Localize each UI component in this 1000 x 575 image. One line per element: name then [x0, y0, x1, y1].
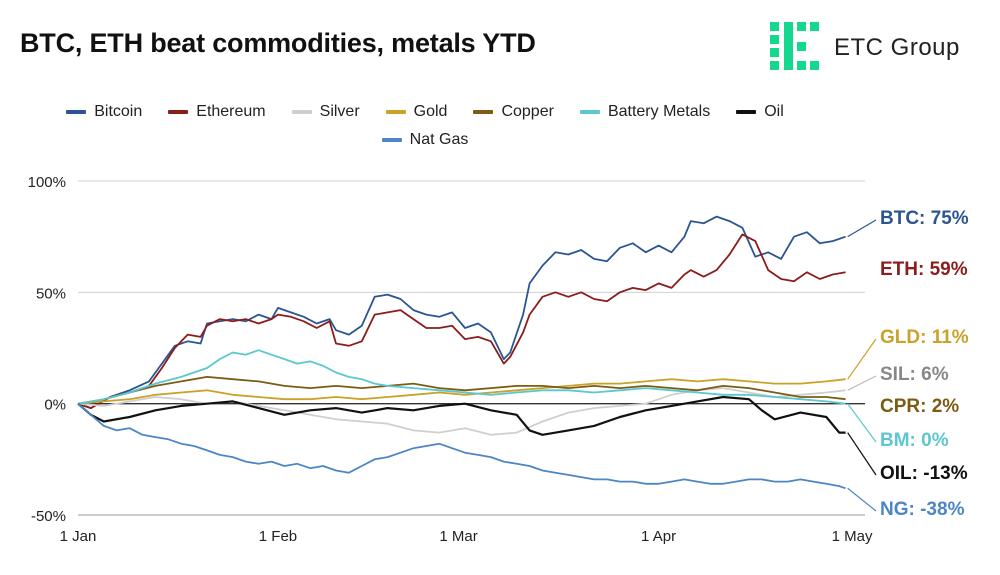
x-tick-label: 1 Feb [259, 528, 297, 545]
legend-item-oil: Oil [736, 103, 784, 121]
x-tick-label: 1 Mar [439, 528, 477, 545]
legend-label: Battery Metals [607, 103, 711, 120]
legend-swatch [385, 110, 406, 114]
series-line-bitcoin [77, 215, 846, 410]
legend-item-ethereum: Ethereum [168, 103, 266, 121]
y-tick-label: 50% [36, 285, 66, 302]
series-line-oil [77, 395, 846, 436]
chart-title: BTC, ETH beat commodities, metals YTD [20, 28, 536, 58]
legend-swatch [168, 110, 189, 114]
legend-item-copper: Copper [473, 103, 554, 121]
end-label-nat-gas: NG: -38% [880, 499, 965, 520]
series-line-gold [77, 378, 846, 405]
legend-swatch [66, 110, 87, 114]
leader-line [847, 432, 877, 476]
leader-line [847, 338, 877, 380]
legend-item-bitcoin: Bitcoin [66, 103, 142, 121]
legend-label: Copper [501, 103, 554, 120]
etc-group-logo: ETC Group [770, 20, 985, 72]
series-line-battery-metals [77, 349, 846, 405]
legend-swatch [579, 110, 600, 114]
legend-item-nat-gas: Nat Gas [381, 131, 469, 149]
end-label-copper: CPR: 2% [880, 396, 960, 417]
x-tick-label: 1 Jan [60, 528, 97, 545]
y-tick-label: 0% [44, 397, 66, 414]
x-tick-label: 1 Apr [641, 528, 676, 545]
legend-label: Nat Gas [409, 131, 469, 148]
legend-label: Ethereum [196, 103, 266, 120]
end-label-bitcoin: BTC: 75% [880, 208, 969, 229]
chart-legend: Bitcoin Ethereum Silver Gold Copper Battery M… [0, 100, 850, 156]
end-label-gold: GLD: 11% [880, 327, 969, 348]
legend-swatch [291, 110, 312, 114]
legend-swatch [473, 110, 494, 114]
x-tick-label: 1 May [832, 528, 873, 545]
series-line-ethereum [77, 233, 846, 410]
series-line-copper [77, 375, 846, 405]
logo-mark-icon [770, 22, 819, 70]
leader-line [847, 219, 877, 238]
y-tick-label: -50% [31, 508, 66, 525]
logo-text: ETC Group [834, 34, 960, 61]
y-tick-label: 100% [28, 174, 66, 191]
leader-line [847, 375, 877, 391]
legend-label: Bitcoin [94, 103, 143, 120]
legend-label: Oil [764, 103, 784, 120]
legend-label: Silver [319, 103, 360, 120]
end-label-ethereum: ETH: 59% [880, 259, 968, 280]
leader-line [847, 487, 877, 512]
end-label-silver: SIL: 6% [880, 364, 949, 385]
leader-line [847, 403, 877, 443]
end-label-oil: OIL: -13% [880, 463, 968, 484]
legend-swatch [381, 138, 402, 142]
end-label-battery-metals: BM: 0% [880, 430, 949, 451]
legend-row: Bitcoin Ethereum Silver Gold Copper Battery M… [0, 100, 850, 124]
legend-label: Gold [413, 103, 448, 120]
legend-row: Nat Gas [0, 128, 850, 152]
legend-swatch [736, 110, 757, 114]
series-line-nat-gas [77, 403, 846, 490]
legend-item-gold: Gold [385, 103, 448, 121]
legend-item-silver: Silver [291, 103, 360, 121]
legend-item-battery-metals: Battery Metals [579, 103, 711, 121]
